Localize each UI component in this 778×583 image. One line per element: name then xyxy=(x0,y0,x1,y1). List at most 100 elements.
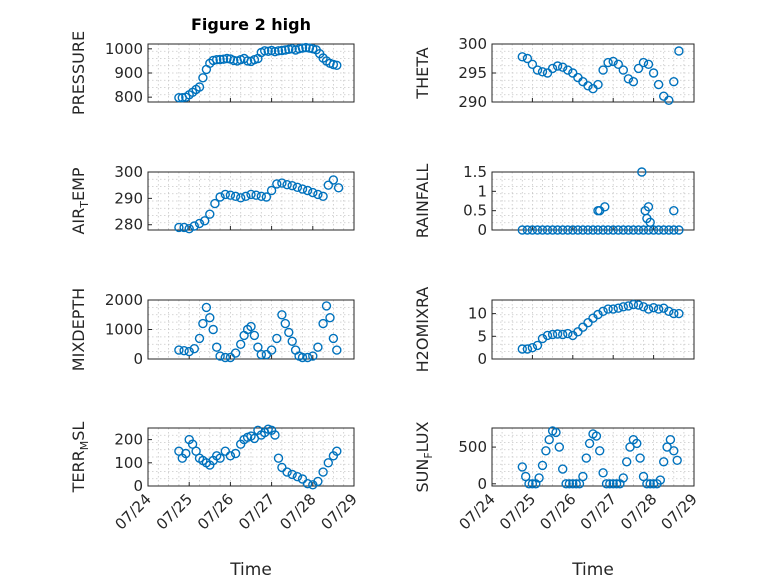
y-axis-label: AIRTEMP xyxy=(69,167,91,234)
y-tick-label: 100 xyxy=(114,454,143,472)
data-point xyxy=(522,344,533,354)
x-axis-label: Time xyxy=(571,560,614,580)
data-point xyxy=(261,192,272,202)
data-point xyxy=(541,446,551,456)
data-point xyxy=(653,79,664,90)
data-point xyxy=(578,225,588,235)
data-point xyxy=(287,180,297,191)
data-point xyxy=(532,225,543,235)
y-tick-label: 0 xyxy=(477,350,487,368)
y-tick-label: 280 xyxy=(114,216,143,234)
y-axis-label: TERRMSL xyxy=(69,422,91,494)
data-point xyxy=(301,42,311,53)
data-point xyxy=(628,76,639,87)
data-point xyxy=(532,340,543,351)
data-point xyxy=(266,185,277,196)
data-point xyxy=(561,479,571,489)
subplot-air-temp: 280 290 300 AIRTEMP xyxy=(69,163,355,235)
y-tick-label: 0 xyxy=(477,221,487,239)
data-point xyxy=(517,52,527,62)
data-point xyxy=(297,184,308,194)
data-point xyxy=(563,65,573,75)
data-point xyxy=(544,435,554,445)
y-tick-label: 500 xyxy=(458,438,487,456)
data-point xyxy=(669,225,679,235)
axes-box xyxy=(491,427,695,487)
data-point xyxy=(179,346,189,356)
data-point xyxy=(547,225,558,235)
data-point xyxy=(517,344,527,354)
data-point xyxy=(645,217,655,228)
data-point xyxy=(313,476,323,487)
data-point xyxy=(253,342,263,352)
data-point xyxy=(527,343,538,353)
data-point xyxy=(638,471,649,482)
data-point xyxy=(527,225,538,235)
subplot-h2omixra: 0 5 10 H2OMIXRA xyxy=(413,287,695,372)
data-point xyxy=(653,225,664,235)
data-point xyxy=(598,225,608,235)
y-tick-label: 0 xyxy=(133,477,143,495)
data-point xyxy=(308,351,318,361)
data-point xyxy=(591,431,602,441)
data-point xyxy=(568,225,578,235)
data-point xyxy=(618,225,628,235)
data-point xyxy=(664,306,674,316)
data-point xyxy=(266,345,277,355)
data-point xyxy=(635,453,645,463)
data-point xyxy=(613,225,623,235)
data-point xyxy=(578,471,588,482)
y-tick-label: 10 xyxy=(468,305,487,323)
data-point xyxy=(674,308,684,319)
data-point xyxy=(608,479,618,489)
data-point xyxy=(181,448,191,459)
data-point xyxy=(302,352,313,363)
data-point xyxy=(593,225,603,235)
data-point xyxy=(542,225,553,235)
data-point xyxy=(537,225,548,235)
data-point xyxy=(605,479,615,489)
data-point xyxy=(603,225,613,235)
axes-box xyxy=(147,427,355,487)
data-point xyxy=(225,451,236,461)
y-tick-label: 0.5 xyxy=(463,202,487,220)
data-point xyxy=(230,191,241,202)
data-point xyxy=(318,467,328,477)
data-point xyxy=(608,56,618,67)
data-point xyxy=(272,179,282,189)
data-point xyxy=(674,225,684,235)
data-point xyxy=(198,318,208,329)
data-point xyxy=(568,68,578,78)
data-point xyxy=(527,479,538,489)
data-point xyxy=(638,225,649,235)
data-point xyxy=(643,59,654,70)
data-point xyxy=(618,473,628,483)
data-point xyxy=(542,68,553,78)
data-point xyxy=(189,344,200,354)
data-point xyxy=(522,225,533,235)
data-point xyxy=(618,302,628,312)
data-point xyxy=(256,191,266,202)
data-point xyxy=(554,442,564,452)
data-point xyxy=(648,303,659,313)
data-point xyxy=(189,221,200,231)
y-axis-label: RAINFALL xyxy=(413,164,432,239)
data-point xyxy=(648,225,659,235)
data-point xyxy=(623,301,634,311)
y-axis-label: SUNFLUX xyxy=(413,421,435,492)
figure-title: Figure 2 high xyxy=(191,15,311,34)
data-point xyxy=(273,453,284,463)
data-point xyxy=(297,474,308,484)
y-tick-label: 900 xyxy=(114,64,143,82)
data-point xyxy=(583,81,593,91)
data-point xyxy=(517,462,527,472)
data-point xyxy=(618,65,628,75)
data-point xyxy=(552,61,563,71)
data-point xyxy=(208,324,218,335)
data-point xyxy=(313,342,323,352)
data-point xyxy=(235,193,246,203)
data-point xyxy=(280,318,290,329)
data-point xyxy=(201,302,212,313)
